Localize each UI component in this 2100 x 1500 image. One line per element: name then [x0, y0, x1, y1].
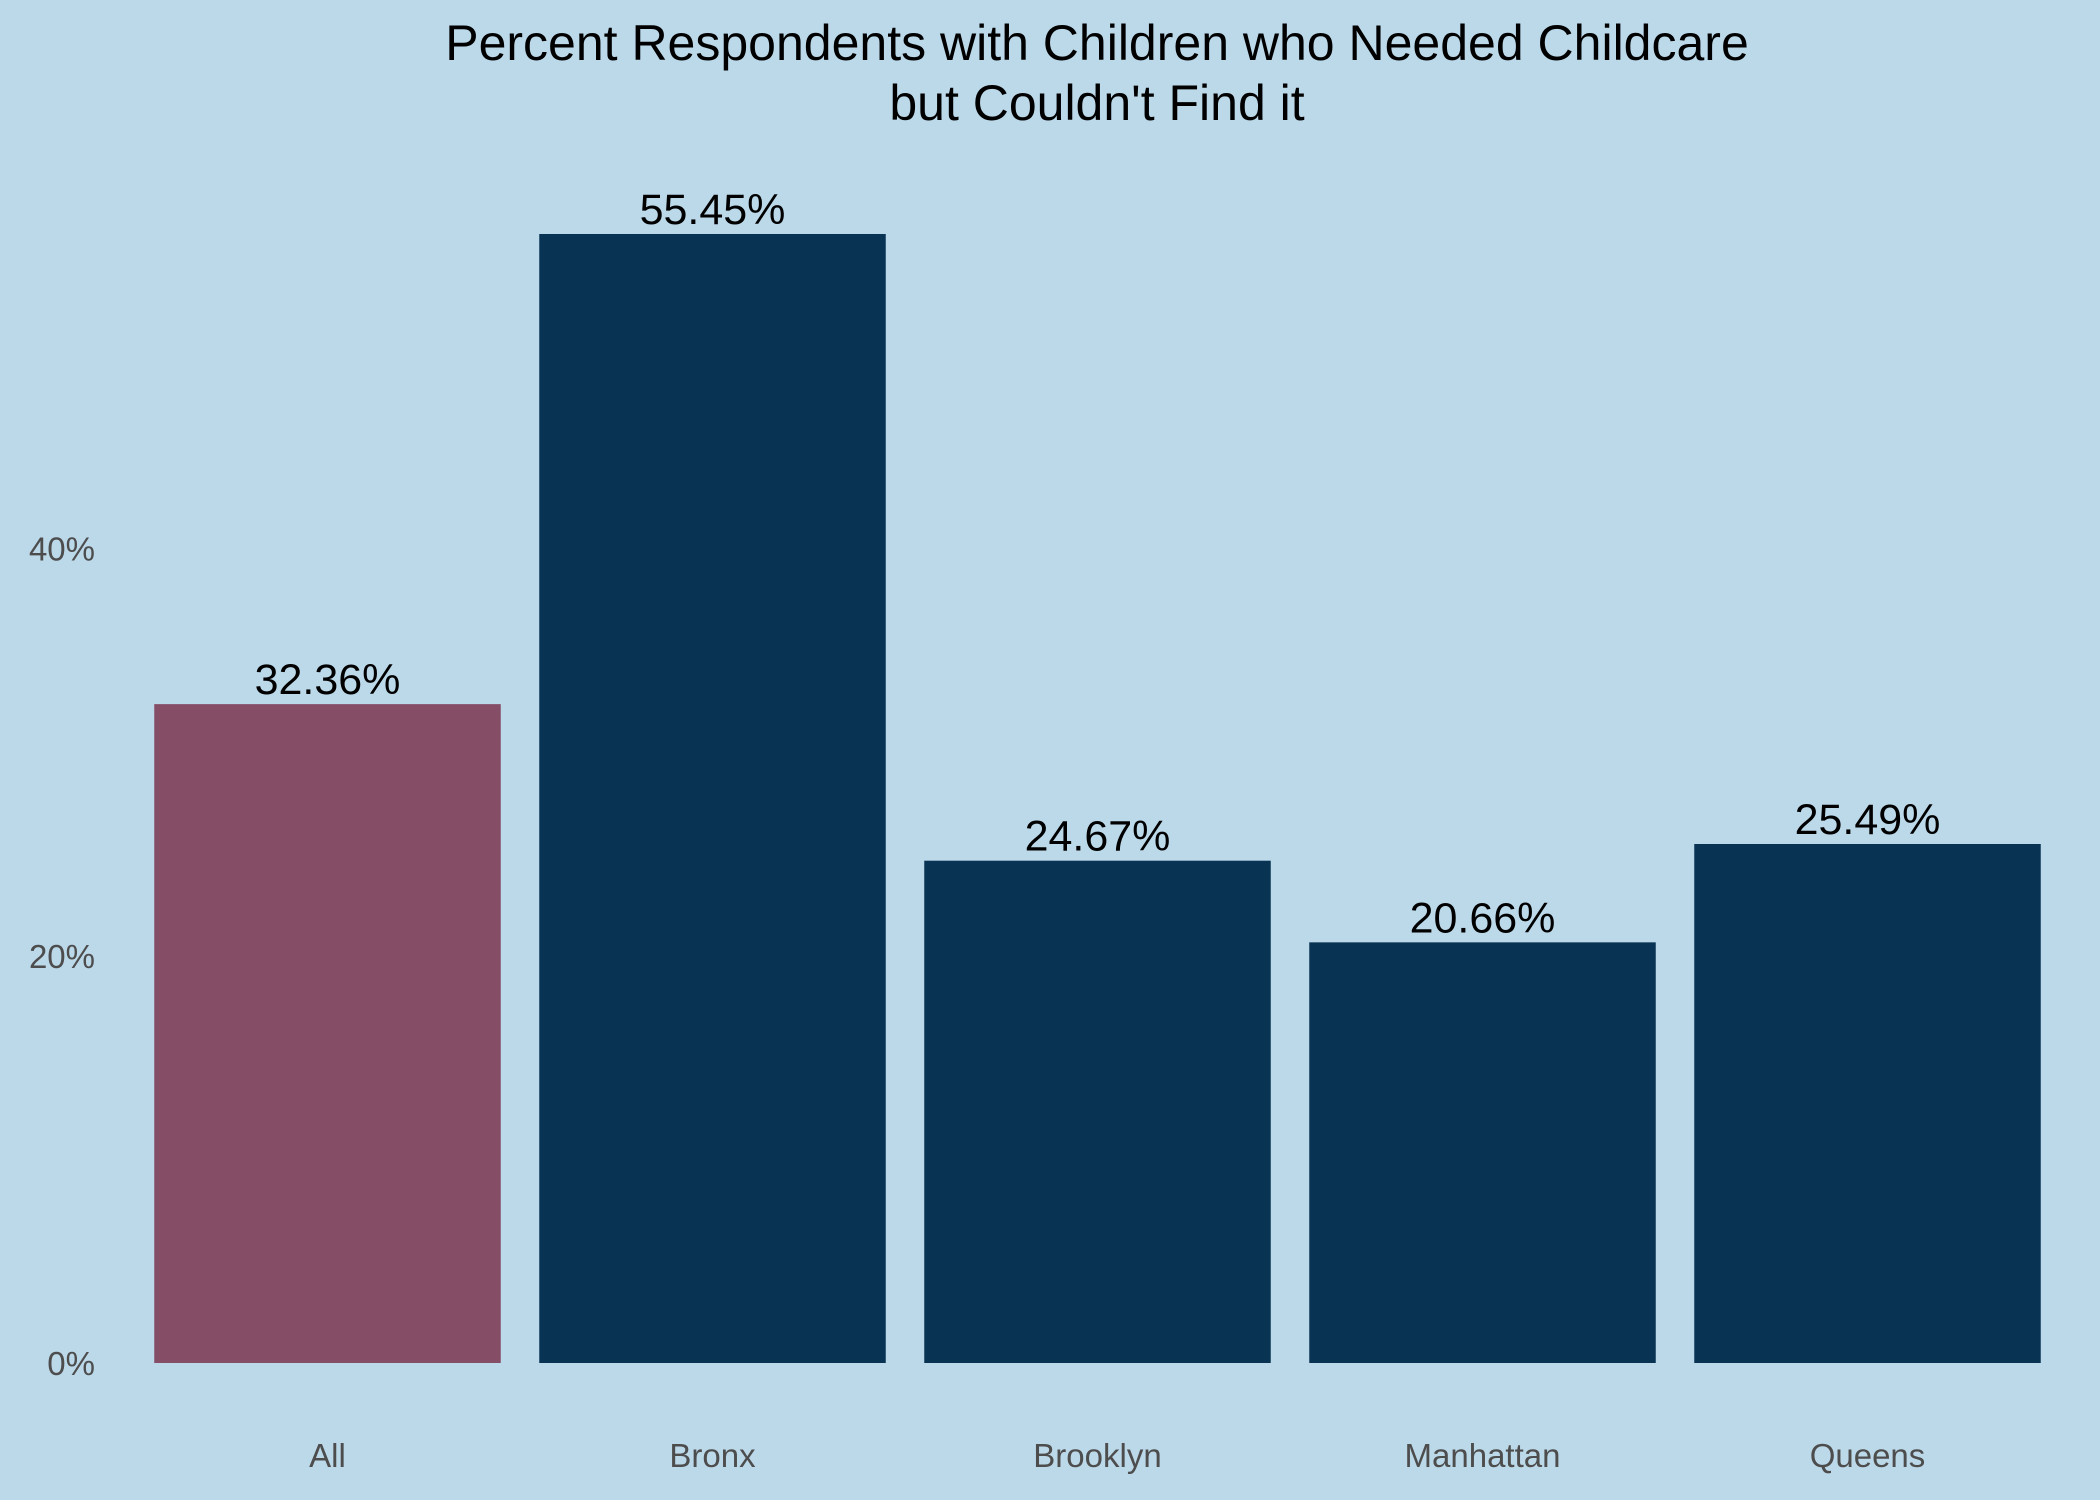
bar	[1309, 942, 1656, 1363]
chart-title: Percent Respondents with Children who Ne…	[445, 15, 1749, 71]
x-tick-label: Queens	[1810, 1437, 1926, 1474]
chart-subtitle: but Couldn't Find it	[889, 75, 1304, 131]
bar	[539, 233, 886, 1363]
x-tick-label: All	[309, 1437, 346, 1474]
y-tick-label: 0%	[47, 1345, 95, 1382]
bar-data-label: 32.36%	[255, 656, 401, 704]
y-tick-label: 20%	[29, 938, 95, 975]
x-axis: All Bronx Brooklyn Manhattan Queens	[309, 1437, 1925, 1474]
bars-group	[154, 233, 2041, 1363]
x-tick-label: Manhattan	[1405, 1437, 1561, 1474]
y-axis: 0% 20% 40%	[29, 531, 95, 1382]
data-labels-group: 32.36% 55.45% 24.67% 20.66% 25.49%	[255, 186, 1941, 942]
bar-data-label: 25.49%	[1795, 796, 1941, 844]
bar-data-label: 55.45%	[640, 186, 786, 234]
bar	[924, 860, 1271, 1363]
y-tick-label: 40%	[29, 531, 95, 568]
x-tick-label: Brooklyn	[1033, 1437, 1161, 1474]
x-tick-label: Bronx	[669, 1437, 756, 1474]
bar	[1694, 844, 2041, 1363]
bar-data-label: 24.67%	[1025, 813, 1171, 861]
bar	[154, 704, 501, 1363]
bar-data-label: 20.66%	[1410, 894, 1556, 942]
